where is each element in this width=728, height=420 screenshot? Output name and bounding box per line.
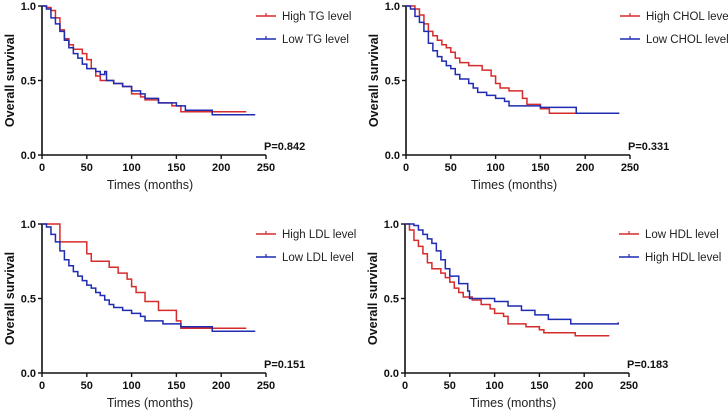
x-tick-label: 200: [212, 162, 230, 174]
survival-curve-1: [405, 223, 610, 337]
x-tick-label: 250: [620, 380, 638, 392]
y-axis-label: Overall survival: [3, 252, 17, 345]
y-tick-label: 0.0: [21, 368, 36, 380]
km-panel-1: 0 50 100 150 200 250 0.0 0.5 1.0 Times (months) Ov…: [3, 1, 351, 192]
survival-curve-2: [405, 223, 619, 325]
legend-label: Low CHOL level: [646, 34, 728, 46]
y-axis-label: Overall survival: [3, 34, 17, 127]
x-tick-label: 50: [445, 162, 457, 174]
km-panel-4: 0 50 100 150 200 250 0.0 0.5 1.0 Times (months) Ov…: [366, 219, 721, 410]
legend-label: High LDL level: [282, 229, 356, 241]
x-tick-label: 150: [531, 162, 549, 174]
y-tick-label: 0.0: [385, 150, 400, 162]
x-tick-label: 250: [621, 162, 639, 174]
legend-label: Low LDL level: [282, 252, 354, 264]
x-tick-label: 250: [257, 380, 275, 392]
survival-curve-2: [406, 5, 620, 115]
y-tick-label: 1.0: [385, 1, 400, 13]
y-tick-label: 1.0: [21, 219, 36, 231]
km-panel-3: 0 50 100 150 200 250 0.0 0.5 1.0 Times (months) Ov…: [3, 219, 356, 410]
p-value-annotation: P=0.842: [264, 141, 305, 153]
survival-curve-1: [42, 5, 247, 113]
survival-curve-2: [42, 223, 256, 333]
y-tick-label: 0.5: [385, 76, 400, 88]
y-tick-label: 1.0: [21, 1, 36, 13]
y-tick-label: 0.5: [21, 294, 36, 306]
x-tick-label: 50: [81, 380, 93, 392]
survival-curve-2: [42, 5, 256, 116]
x-tick-label: 150: [167, 162, 185, 174]
legend-label: High HDL level: [645, 252, 721, 264]
y-tick-label: 0.0: [21, 150, 36, 162]
x-tick-label: 200: [212, 380, 230, 392]
x-tick-label: 200: [576, 162, 594, 174]
x-tick-label: 100: [122, 162, 140, 174]
x-axis-label: Times (months): [471, 178, 557, 192]
y-axis-label: Overall survival: [367, 34, 381, 127]
p-value-annotation: P=0.331: [628, 141, 669, 153]
x-tick-label: 100: [122, 380, 140, 392]
x-tick-label: 150: [167, 380, 185, 392]
x-axis-label: Times (months): [107, 178, 193, 192]
legend-label: Low TG level: [282, 34, 349, 46]
legend-label: High CHOL level: [646, 11, 728, 23]
x-tick-label: 100: [486, 162, 504, 174]
y-tick-label: 1.0: [384, 219, 399, 231]
legend-label: Low HDL level: [645, 229, 719, 241]
x-tick-label: 0: [39, 162, 45, 174]
x-tick-label: 50: [444, 380, 456, 392]
x-axis-label: Times (months): [470, 396, 556, 410]
km-panel-2: 0 50 100 150 200 250 0.0 0.5 1.0 Times (months) Ov…: [367, 1, 728, 192]
y-axis-label: Overall survival: [366, 252, 380, 345]
x-tick-label: 200: [575, 380, 593, 392]
x-tick-label: 50: [81, 162, 93, 174]
y-tick-label: 0.5: [21, 76, 36, 88]
survival-curve-1: [406, 5, 620, 115]
p-value-annotation: P=0.151: [264, 359, 305, 371]
x-axis-label: Times (months): [107, 396, 193, 410]
x-tick-label: 150: [530, 380, 548, 392]
x-tick-label: 100: [485, 380, 503, 392]
y-tick-label: 0.5: [384, 294, 399, 306]
legend-label: High TG level: [282, 11, 351, 23]
x-tick-label: 250: [257, 162, 275, 174]
p-value-annotation: P=0.183: [627, 359, 668, 371]
x-tick-label: 0: [39, 380, 45, 392]
x-tick-label: 0: [403, 162, 409, 174]
x-tick-label: 0: [402, 380, 408, 392]
y-tick-label: 0.0: [384, 368, 399, 380]
survival-curve-1: [42, 223, 247, 330]
